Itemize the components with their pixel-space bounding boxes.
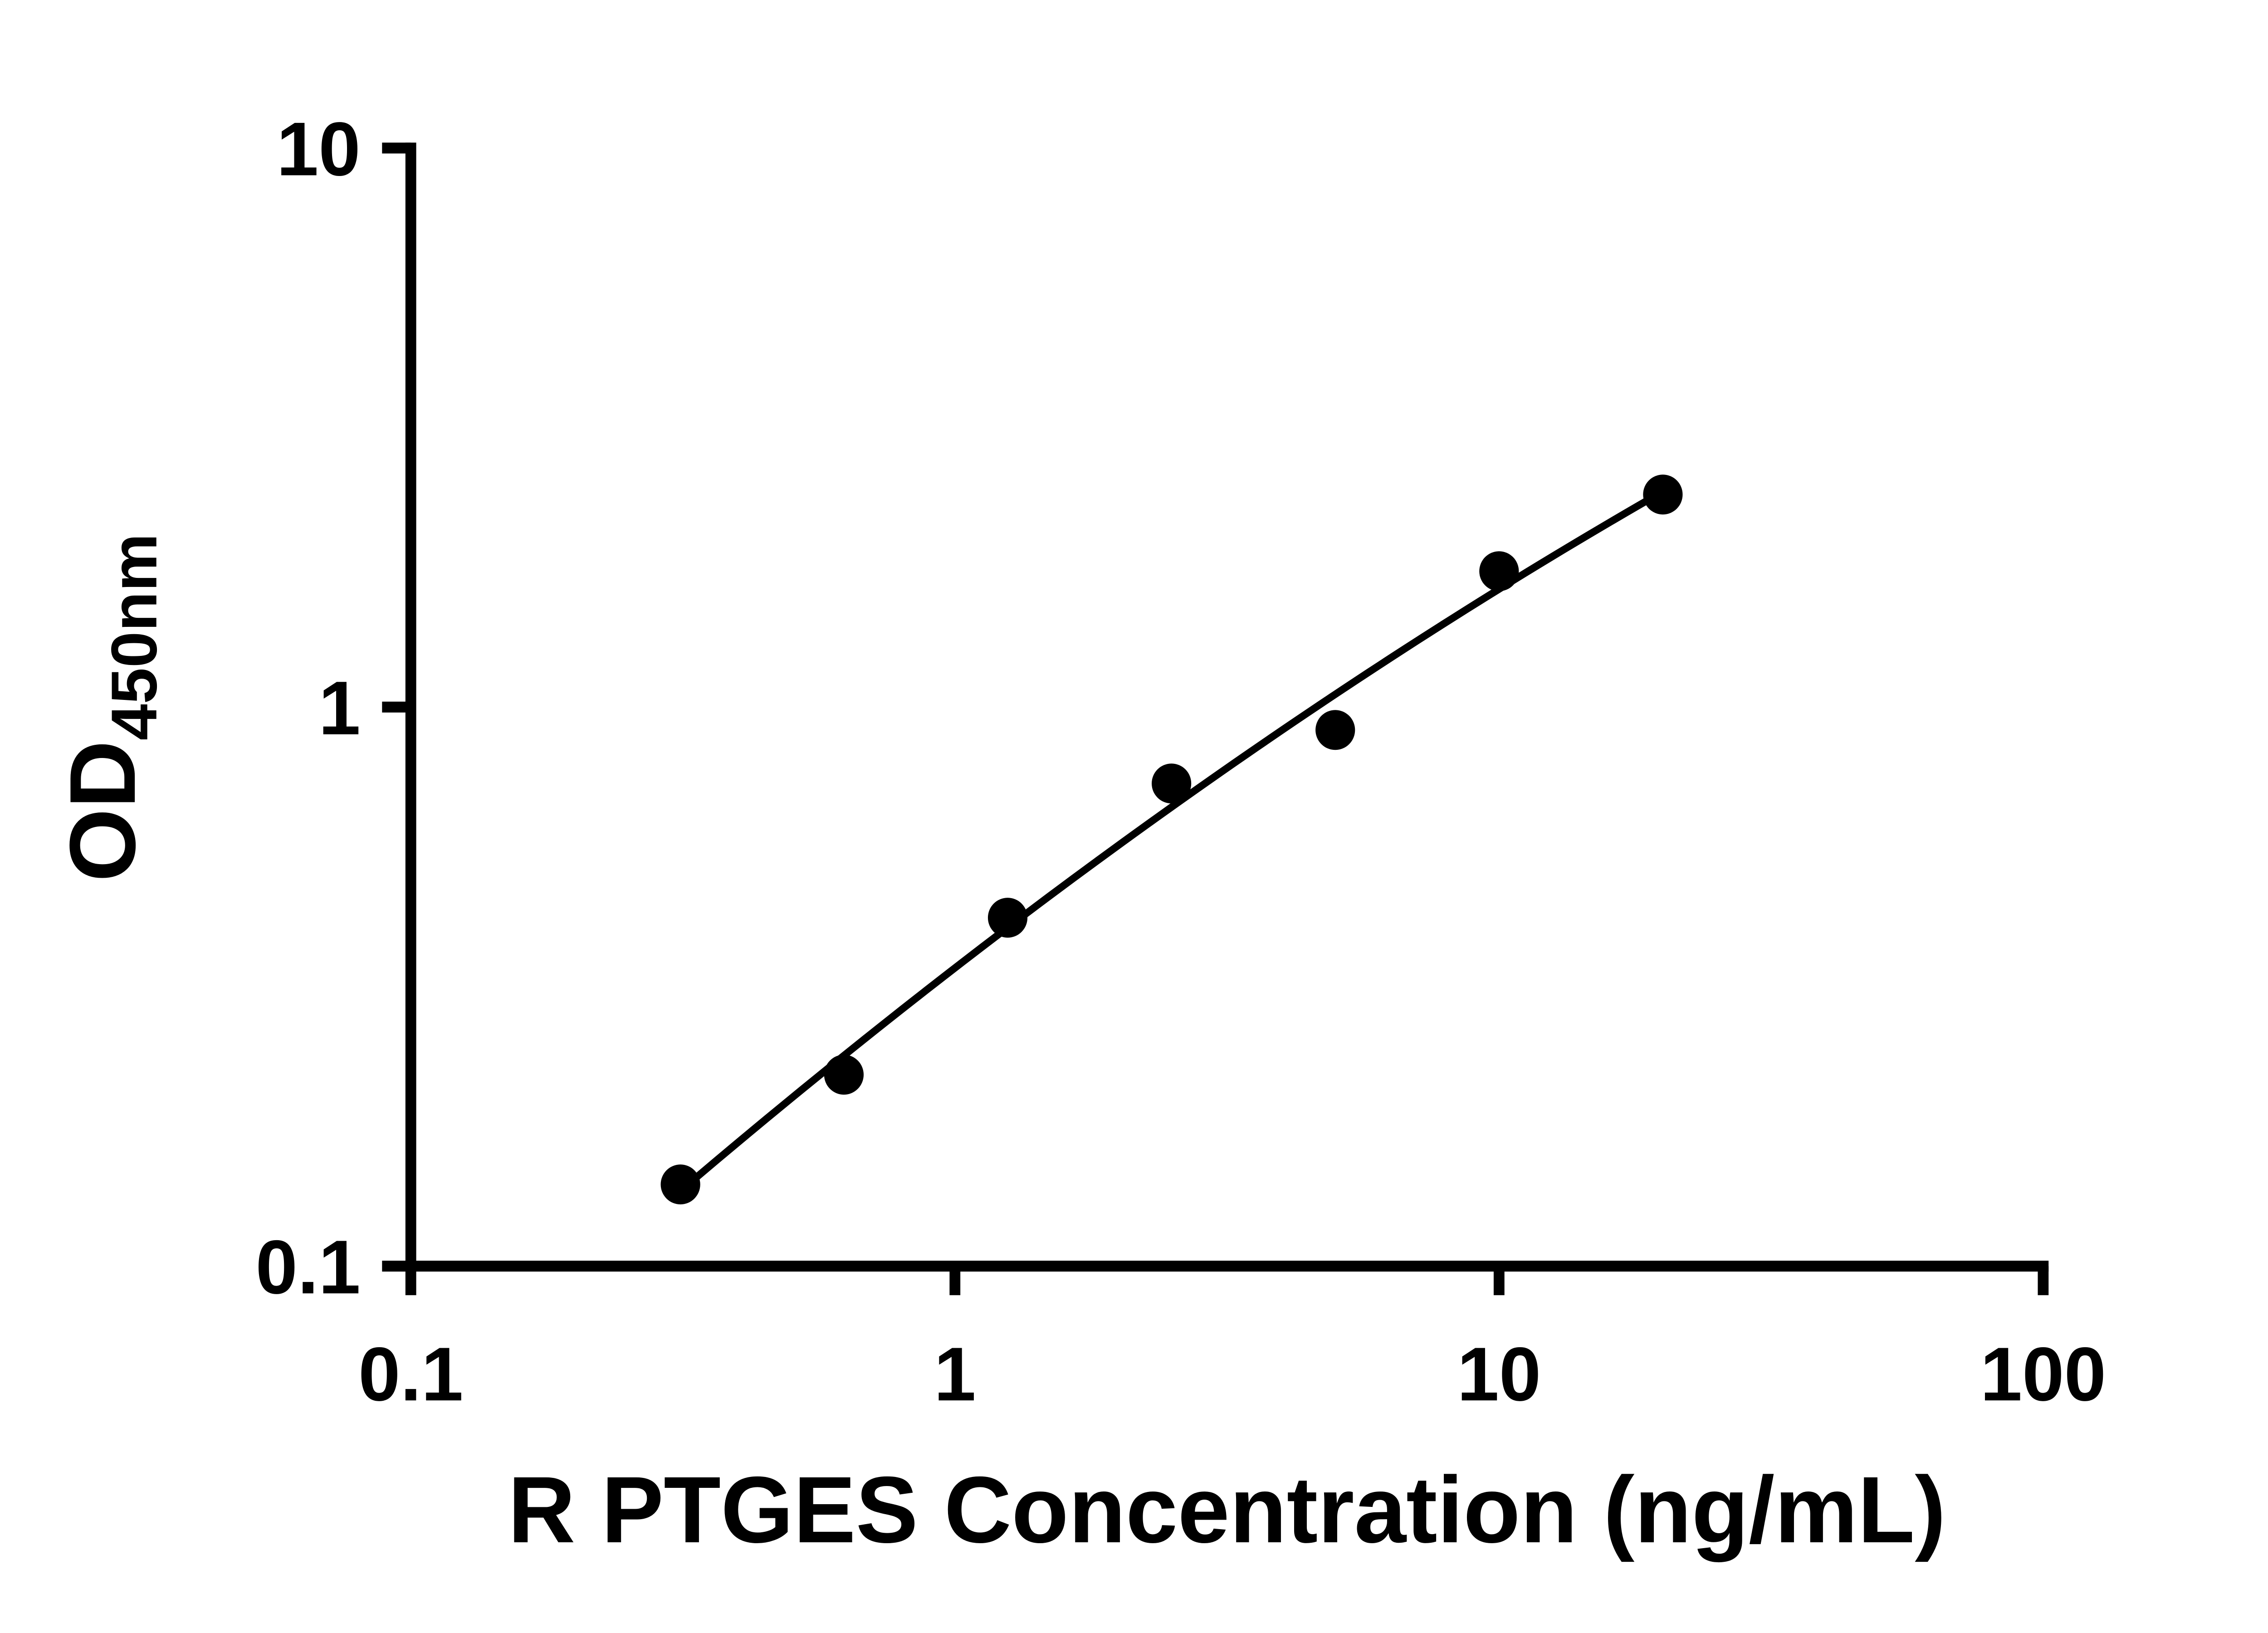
data-point [1479,551,1519,592]
axes-line [405,142,2049,1272]
data-point [660,1164,700,1205]
x-tick-label: 100 [1980,1332,2107,1417]
x-tick-label: 0.1 [358,1332,463,1417]
y-axis-title-subscript: 450nm [98,533,170,740]
data-point [824,1055,864,1095]
x-tick-label: 1 [934,1332,976,1417]
data-point [1152,763,1192,804]
x-tick-label: 10 [1457,1332,1541,1417]
y-tick-label: 1 [318,666,361,751]
y-axis-title: OD450nm [50,533,170,882]
x-axis-title: R PTGES Concentration (ng/mL) [508,1457,1946,1562]
axes: 0.1 1 10 100 0.1 1 10 [255,107,2106,1417]
data-point [1315,710,1355,750]
y-axis-title-main: OD [50,740,155,882]
data-points [660,474,1683,1205]
data-point [1643,474,1683,515]
data-point [987,898,1028,938]
y-tick-label: 10 [277,107,361,192]
y-tick-label: 0.1 [255,1225,360,1310]
